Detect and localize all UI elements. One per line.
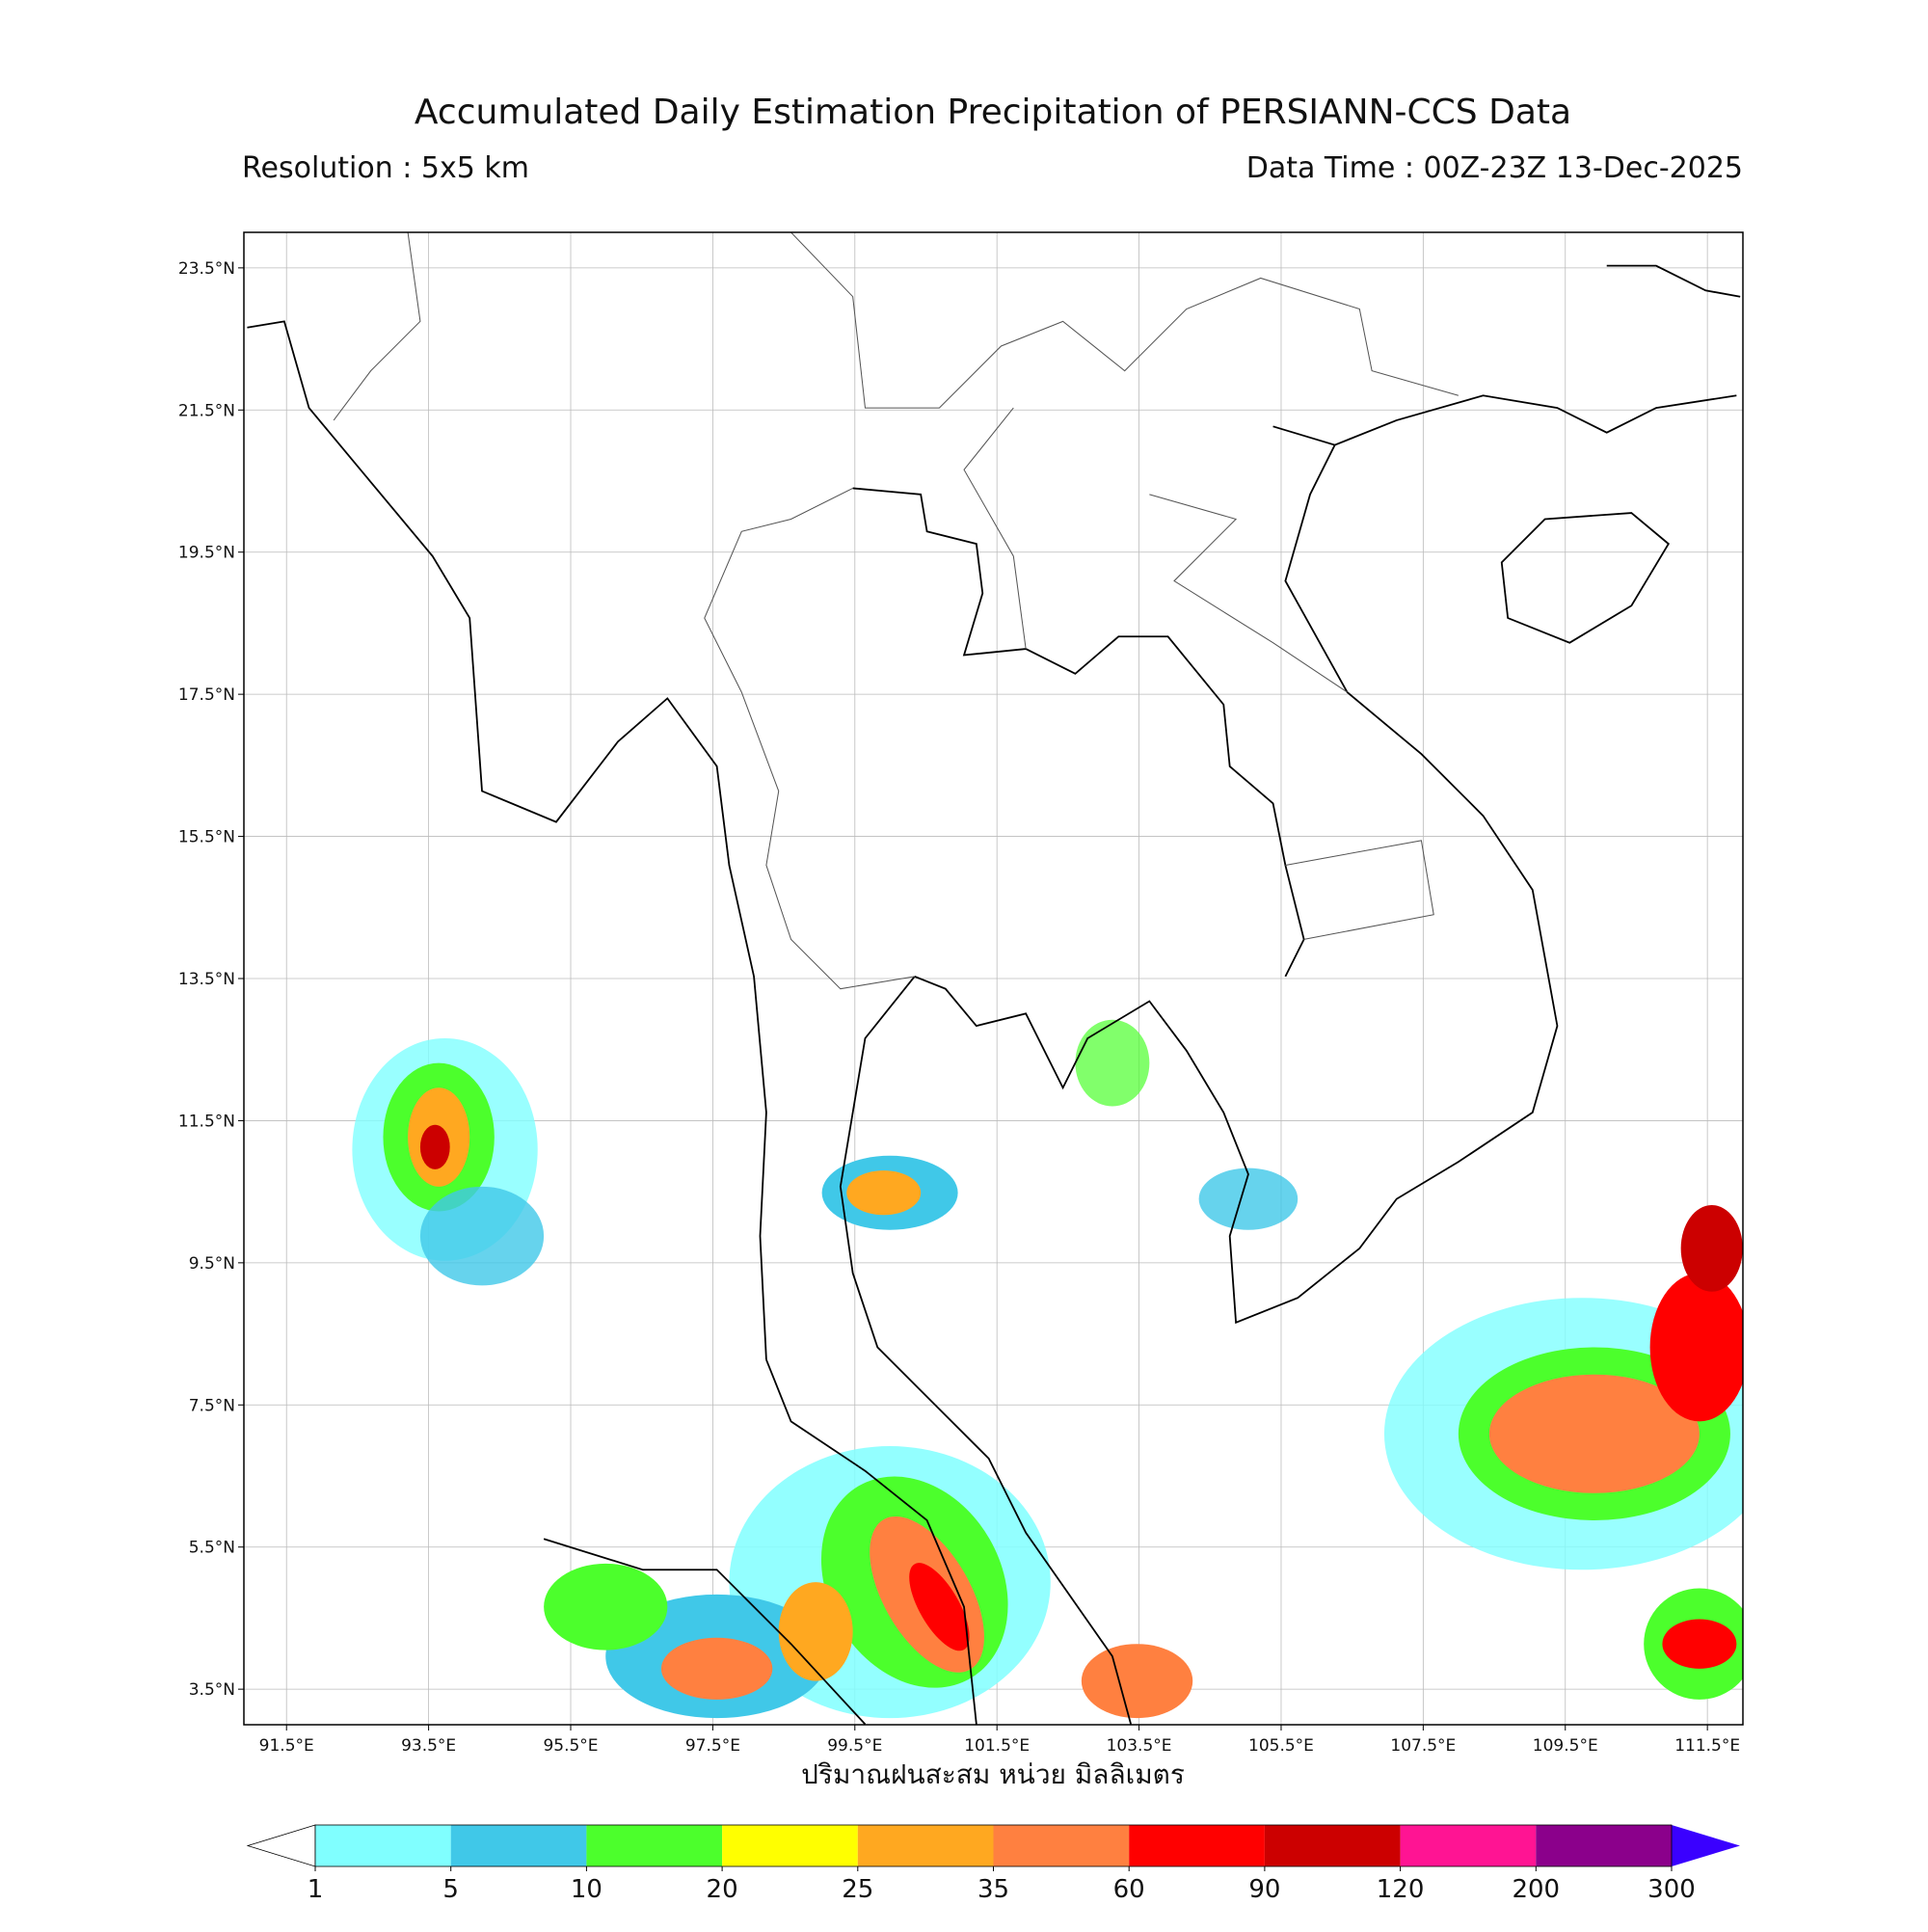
- y-tick-label: 5.5°N: [189, 1539, 235, 1558]
- y-tick-label: 11.5°N: [178, 1112, 235, 1131]
- colorbar-segment: [450, 1825, 587, 1866]
- colorbar-segment: [1536, 1825, 1672, 1866]
- axis-ticks: 91.5°E 93.5°E 95.5°E 97.5°E 99.5°E 101.5°E 103…: [178, 259, 1740, 1756]
- colorbar-label: ปริมาณฝนสะสม หน่วย มิลลิเมตร: [801, 1758, 1185, 1790]
- colorbar-tick-label: 60: [1113, 1875, 1145, 1904]
- x-tick-label: 91.5°E: [259, 1736, 314, 1756]
- colorbar-segment: [993, 1825, 1130, 1866]
- colorbar-segment: [857, 1825, 994, 1866]
- y-tick-label: 13.5°N: [178, 970, 235, 989]
- colorbar-tick-label: 25: [842, 1875, 873, 1904]
- colorbar-tick-label: 90: [1248, 1875, 1280, 1904]
- colorbar-segment: [315, 1825, 451, 1866]
- colorbar-tick-label: 35: [977, 1875, 1009, 1904]
- colorbar-tick-label: 200: [1512, 1875, 1560, 1904]
- x-tick-label: 95.5°E: [543, 1736, 598, 1756]
- y-tick-label: 15.5°N: [178, 828, 235, 847]
- colorbar-tick-label: 1: [308, 1875, 324, 1904]
- colorbar-segment: [1129, 1825, 1265, 1866]
- colorbar-under: [246, 1824, 316, 1867]
- y-tick-label: 23.5°N: [178, 259, 235, 279]
- x-tick-label: 99.5°E: [827, 1736, 882, 1756]
- x-tick-label: 109.5°E: [1533, 1736, 1598, 1756]
- x-tick-label: 101.5°E: [964, 1736, 1030, 1756]
- resolution: Resolution : 5x5 km: [242, 151, 529, 185]
- title: Accumulated Daily Estimation Precipitati…: [415, 93, 1571, 132]
- y-tick-label: 7.5°N: [189, 1396, 235, 1415]
- y-tick-label: 21.5°N: [178, 401, 235, 420]
- x-tick-label: 103.5°E: [1107, 1736, 1172, 1756]
- x-tick-label: 105.5°E: [1248, 1736, 1314, 1756]
- x-tick-label: 93.5°E: [401, 1736, 456, 1756]
- colorbar: 1 5 10 20 25 35 60 90 120 200 300: [246, 1824, 1740, 1904]
- y-tick-label: 19.5°N: [178, 544, 235, 563]
- coastlines: [247, 232, 1741, 1725]
- map-content: [247, 232, 1743, 1725]
- x-tick-label: 111.5°E: [1674, 1736, 1740, 1756]
- data-time: Data Time : 00Z-23Z 13-Dec-2025: [1246, 151, 1743, 185]
- colorbar-segment: [586, 1825, 723, 1866]
- colorbar-tick-label: 10: [571, 1875, 602, 1904]
- grid: [244, 232, 1743, 1725]
- colorbar-tick-label: 5: [442, 1875, 459, 1904]
- colorbar-segment: [1400, 1825, 1537, 1866]
- colorbar-over: [1672, 1825, 1740, 1866]
- colorbar-segment: [1264, 1825, 1401, 1866]
- colorbar-segment: [722, 1825, 858, 1866]
- colorbar-tick-label: 20: [707, 1875, 738, 1904]
- x-tick-label: 107.5°E: [1390, 1736, 1456, 1756]
- y-tick-label: 17.5°N: [178, 685, 235, 705]
- precipitation: [352, 1019, 1743, 1719]
- x-tick-label: 97.5°E: [685, 1736, 740, 1756]
- y-tick-label: 9.5°N: [189, 1254, 235, 1274]
- y-tick-label: 3.5°N: [189, 1680, 235, 1700]
- colorbar-tick-label: 120: [1377, 1875, 1425, 1904]
- colorbar-tick-label: 300: [1647, 1875, 1696, 1904]
